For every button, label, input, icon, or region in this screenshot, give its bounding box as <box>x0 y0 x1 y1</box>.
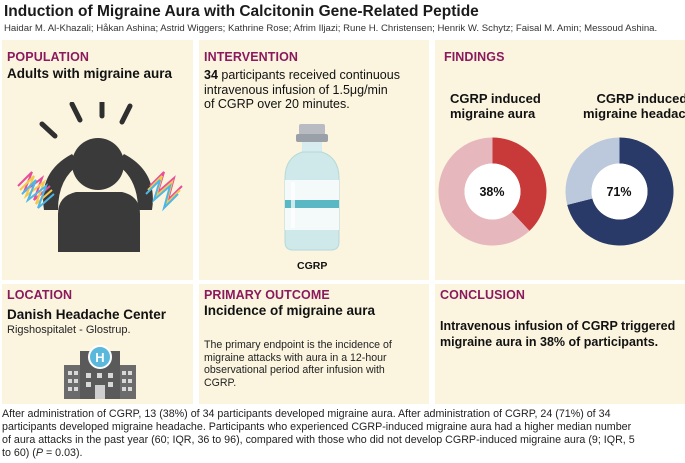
aura-percent-label: 38% <box>479 185 505 199</box>
vial-label: CGRP <box>297 260 328 272</box>
results-summary: After administration of CGRP, 13 (38%) o… <box>2 408 635 459</box>
vial-icon <box>284 124 340 251</box>
headache-donut-slice-remainder <box>565 137 620 205</box>
author-list: Haidar M. Al-Khazali; Håkan Ashina; Astr… <box>4 23 658 34</box>
person-headache-icon <box>17 102 183 252</box>
population-panel: POPULATION Adults with migraine aura <box>2 40 193 280</box>
location-subtext: Rigshospitalet - Glostrup. <box>7 324 131 336</box>
primary-outcome-heading: Incidence of migraine aura <box>204 303 376 318</box>
conclusion-text: Intravenous infusion of CGRP triggered m… <box>440 319 676 349</box>
location-label: LOCATION <box>7 288 73 302</box>
participant-count: 34 <box>204 68 218 82</box>
headache-percent-label: 71% <box>606 185 632 199</box>
intervention-panel: INTERVENTION 34 participants received co… <box>199 40 429 280</box>
page-title: Induction of Migraine Aura with Calciton… <box>4 3 479 20</box>
conclusion-label: CONCLUSION <box>440 288 526 302</box>
primary-outcome-panel: PRIMARY OUTCOME Incidence of migraine au… <box>199 284 429 404</box>
intervention-label: INTERVENTION <box>204 50 299 64</box>
primary-outcome-label: PRIMARY OUTCOME <box>204 288 330 302</box>
hospital-icon: H <box>64 345 136 399</box>
findings-label: FINDINGS <box>444 50 505 64</box>
population-heading: Adults with migraine aura <box>7 66 173 81</box>
headache-donut-slice-positive <box>567 137 674 246</box>
aura-donut-hole <box>464 163 521 220</box>
primary-outcome-text: The primary endpoint is the incidence of… <box>204 339 392 389</box>
location-heading: Danish Headache Center <box>7 307 167 322</box>
chart2-title: CGRP induced migraine headache <box>583 91 685 121</box>
conclusion-panel: CONCLUSION Intravenous infusion of CGRP … <box>435 284 685 404</box>
aura-donut-slice-remainder <box>438 137 530 246</box>
headache-donut-chart <box>565 137 674 246</box>
headache-donut-hole <box>591 163 648 220</box>
chart1-title: CGRP induced migraine aura <box>450 91 541 121</box>
population-label: POPULATION <box>7 50 90 64</box>
intervention-text: 34 participants received continuous intr… <box>204 68 400 111</box>
aura-donut-chart <box>438 137 547 246</box>
svg-text:H: H <box>95 350 104 365</box>
location-panel: LOCATION Danish Headache Center Rigshosp… <box>2 284 193 404</box>
aura-donut-slice-positive <box>492 137 547 231</box>
findings-panel: FINDINGS CGRP induced migraine aura CGRP… <box>435 40 685 280</box>
